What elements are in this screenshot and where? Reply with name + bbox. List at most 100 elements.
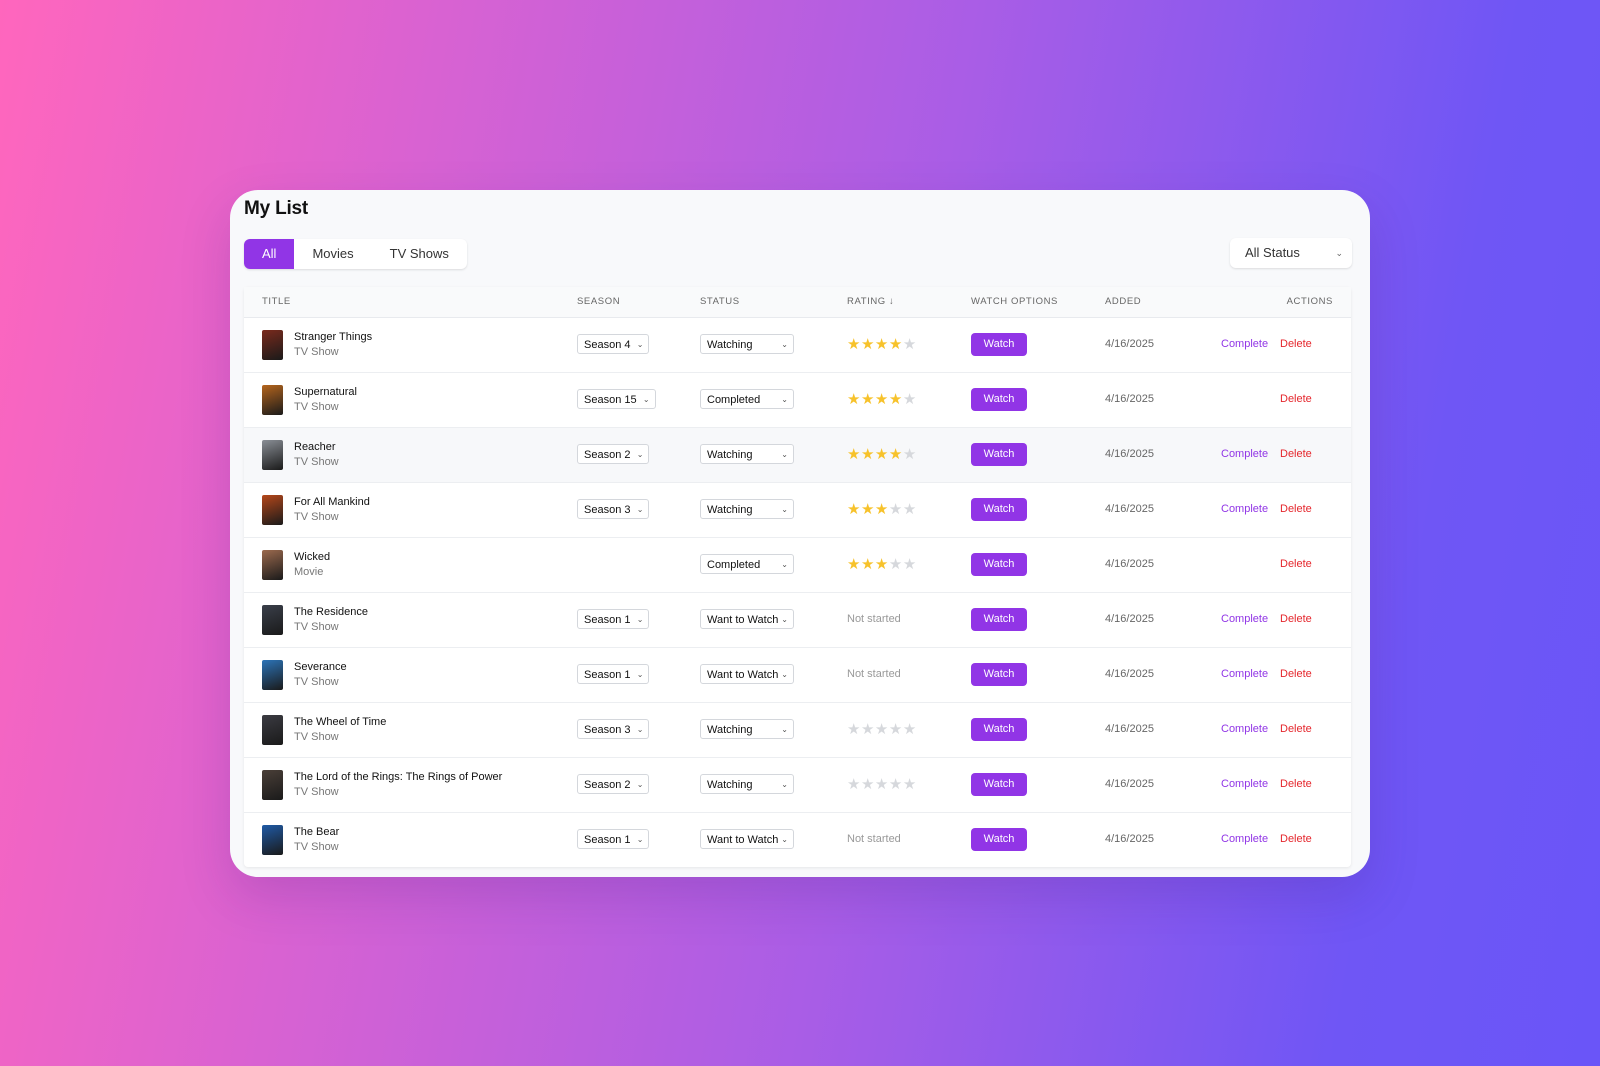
star-icon[interactable]: ★ <box>902 446 917 463</box>
star-icon[interactable]: ★ <box>860 776 875 793</box>
star-icon[interactable]: ★ <box>874 776 889 793</box>
status-select[interactable]: Watching ⌄ <box>700 719 794 739</box>
delete-link[interactable]: Delete <box>1280 833 1312 845</box>
rating-stars[interactable]: ★★★★★ <box>847 336 917 353</box>
watch-button[interactable]: Watch <box>971 663 1027 686</box>
star-icon[interactable]: ★ <box>874 501 889 518</box>
status-select[interactable]: Watching ⌄ <box>700 774 794 794</box>
watch-button[interactable]: Watch <box>971 608 1027 631</box>
star-icon[interactable]: ★ <box>874 446 889 463</box>
star-icon[interactable]: ★ <box>860 391 875 408</box>
added-date: 4/16/2025 <box>1105 448 1154 460</box>
watch-button[interactable]: Watch <box>971 828 1027 851</box>
complete-link[interactable]: Complete <box>1221 338 1269 350</box>
status-select[interactable]: Want to Watch ⌄ <box>700 609 794 629</box>
star-icon[interactable]: ★ <box>860 336 875 353</box>
star-icon[interactable]: ★ <box>847 336 861 353</box>
status-select[interactable]: Completed ⌄ <box>700 554 794 574</box>
status-filter-select[interactable]: All Status ⌄ <box>1230 238 1352 268</box>
season-select[interactable]: Season 1 ⌄ <box>577 829 650 849</box>
star-icon[interactable]: ★ <box>847 556 861 573</box>
star-icon[interactable]: ★ <box>902 336 917 353</box>
table-header: Title Season Status Rating ↓ Watch Optio… <box>244 287 1351 318</box>
season-select[interactable]: Season 2 ⌄ <box>577 774 650 794</box>
delete-link[interactable]: Delete <box>1280 668 1312 680</box>
complete-link[interactable]: Complete <box>1221 448 1269 460</box>
delete-link[interactable]: Delete <box>1280 338 1312 350</box>
season-select[interactable]: Season 1 ⌄ <box>577 664 650 684</box>
star-icon[interactable]: ★ <box>874 391 889 408</box>
star-icon[interactable]: ★ <box>902 721 917 738</box>
star-icon[interactable]: ★ <box>847 391 861 408</box>
status-select[interactable]: Completed ⌄ <box>700 389 794 409</box>
season-select[interactable]: Season 15 ⌄ <box>577 389 656 409</box>
rating-stars[interactable]: ★★★★★ <box>847 556 917 573</box>
watch-button[interactable]: Watch <box>971 498 1027 521</box>
star-icon[interactable]: ★ <box>847 446 861 463</box>
star-icon[interactable]: ★ <box>860 501 875 518</box>
star-icon[interactable]: ★ <box>902 391 917 408</box>
star-icon[interactable]: ★ <box>847 776 861 793</box>
tab-all[interactable]: All <box>244 239 295 269</box>
status-select[interactable]: Watching ⌄ <box>700 499 794 519</box>
star-icon[interactable]: ★ <box>902 776 917 793</box>
star-icon[interactable]: ★ <box>874 556 889 573</box>
complete-link[interactable]: Complete <box>1221 668 1269 680</box>
star-icon[interactable]: ★ <box>888 721 903 738</box>
star-icon[interactable]: ★ <box>888 391 903 408</box>
rating-stars[interactable]: ★★★★★ <box>847 776 917 793</box>
star-icon[interactable]: ★ <box>874 721 889 738</box>
tab-tv-shows[interactable]: TV Shows <box>389 246 449 261</box>
star-icon[interactable]: ★ <box>847 721 861 738</box>
delete-link[interactable]: Delete <box>1280 448 1312 460</box>
column-rating[interactable]: Rating ↓ <box>847 296 895 307</box>
star-icon[interactable]: ★ <box>860 446 875 463</box>
watch-button[interactable]: Watch <box>971 718 1027 741</box>
delete-link[interactable]: Delete <box>1280 393 1312 405</box>
status-select[interactable]: Watching ⌄ <box>700 334 794 354</box>
season-select[interactable]: Season 4 ⌄ <box>577 334 650 354</box>
rating-stars[interactable]: ★★★★★ <box>847 391 917 408</box>
watch-button[interactable]: Watch <box>971 773 1027 796</box>
watch-button[interactable]: Watch <box>971 553 1027 576</box>
watch-button[interactable]: Watch <box>971 333 1027 356</box>
star-icon[interactable]: ★ <box>888 556 903 573</box>
delete-link[interactable]: Delete <box>1280 778 1312 790</box>
star-icon[interactable]: ★ <box>860 721 875 738</box>
star-icon[interactable]: ★ <box>847 501 861 518</box>
delete-link[interactable]: Delete <box>1280 503 1312 515</box>
complete-link[interactable]: Complete <box>1221 613 1269 625</box>
watch-button[interactable]: Watch <box>971 388 1027 411</box>
status-select[interactable]: Watching ⌄ <box>700 444 794 464</box>
star-icon[interactable]: ★ <box>902 501 917 518</box>
rating-stars[interactable]: ★★★★★ <box>847 501 917 518</box>
star-icon[interactable]: ★ <box>874 336 889 353</box>
chevron-down-icon: ⌄ <box>781 725 788 734</box>
watch-button[interactable]: Watch <box>971 443 1027 466</box>
season-select[interactable]: Season 1 ⌄ <box>577 609 650 629</box>
star-icon[interactable]: ★ <box>888 501 903 518</box>
complete-link[interactable]: Complete <box>1221 723 1269 735</box>
rating-stars[interactable]: ★★★★★ <box>847 721 917 738</box>
rating-stars[interactable]: ★★★★★ <box>847 446 917 463</box>
complete-link[interactable]: Complete <box>1221 503 1269 515</box>
star-icon[interactable]: ★ <box>888 446 903 463</box>
delete-link[interactable]: Delete <box>1280 558 1312 570</box>
season-select[interactable]: Season 3 ⌄ <box>577 499 650 519</box>
status-select[interactable]: Want to Watch ⌄ <box>700 664 794 684</box>
complete-link[interactable]: Complete <box>1221 833 1269 845</box>
delete-link[interactable]: Delete <box>1280 613 1312 625</box>
season-select[interactable]: Season 3 ⌄ <box>577 719 650 739</box>
season-select[interactable]: Season 2 ⌄ <box>577 444 650 464</box>
star-icon[interactable]: ★ <box>860 556 875 573</box>
chevron-down-icon: ⌄ <box>781 560 788 569</box>
delete-link[interactable]: Delete <box>1280 723 1312 735</box>
added-date: 4/16/2025 <box>1105 393 1154 405</box>
star-icon[interactable]: ★ <box>888 336 903 353</box>
chevron-down-icon: ⌄ <box>781 615 788 624</box>
star-icon[interactable]: ★ <box>888 776 903 793</box>
tab-movies[interactable]: Movies <box>312 246 354 261</box>
complete-link[interactable]: Complete <box>1221 778 1269 790</box>
star-icon[interactable]: ★ <box>902 556 917 573</box>
status-select[interactable]: Want to Watch ⌄ <box>700 829 794 849</box>
